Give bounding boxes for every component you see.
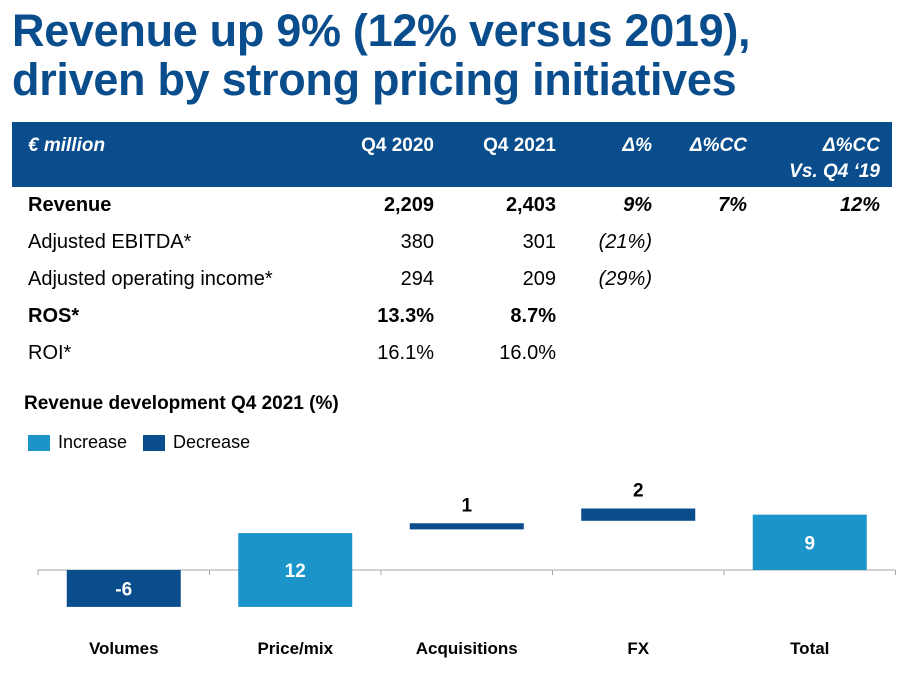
category-label: Acquisitions: [416, 639, 518, 658]
category-label: Price/mix: [257, 639, 333, 658]
cell-delta: (21%): [598, 231, 652, 253]
title-line-1: Revenue up 9% (12% versus 2019),: [12, 5, 751, 56]
cell-q4-2021: 8.7%: [510, 305, 556, 327]
cell-q4-2021: 209: [522, 268, 556, 290]
row-label: Revenue: [28, 194, 112, 216]
table-row: Adjusted EBITDA* 380 301 (21%): [12, 224, 892, 261]
legend-item-increase: Increase: [28, 432, 127, 453]
header-unit: € million: [28, 135, 106, 156]
waterfall-chart: -6 Volumes 12 Price/mix 1 Acquisitions 2 FX 9 Tot…: [37, 481, 896, 658]
header-delta-cc-2019-line2: Vs. Q4 ‘19: [789, 161, 880, 182]
bar-price-mix: [238, 533, 353, 607]
cell-q4-2021: 2,403: [505, 194, 556, 216]
legend-item-decrease: Decrease: [143, 432, 250, 453]
cell-q4-2021: 301: [522, 231, 556, 253]
cell-q4-2020: 294: [400, 268, 434, 290]
header-q4-2020: Q4 2020: [361, 135, 434, 156]
page-title: Revenue up 9% (12% versus 2019), driven …: [12, 5, 751, 105]
header-delta-cc-2019: Δ%CC Vs. Q4 ‘19: [789, 133, 880, 185]
table-row: ROI* 16.1% 16.0%: [12, 335, 892, 372]
cell-q4-2020: 13.3%: [377, 305, 434, 327]
cell-q4-2020: 16.1%: [377, 342, 434, 364]
bar-value-label: -6: [115, 579, 132, 600]
row-label: ROS*: [28, 305, 80, 327]
bar-total: [752, 514, 867, 570]
category-label: Total: [790, 639, 829, 658]
category-label: FX: [627, 639, 649, 658]
chart-legend: Increase Decrease: [28, 432, 266, 453]
bar-value-label: 1: [461, 495, 472, 516]
legend-swatch-increase: [28, 434, 50, 451]
cell-delta-cc-2019: 12%: [839, 194, 880, 216]
table-header: € million Q4 2020 Q4 2021 Δ% Δ%CC Δ%CC V…: [12, 122, 892, 187]
row-label: Adjusted EBITDA*: [28, 231, 192, 253]
legend-label-increase: Increase: [58, 432, 128, 452]
cell-delta: (29%): [598, 268, 652, 290]
cell-delta-cc: 7%: [718, 194, 747, 216]
chart-title: Revenue development Q4 2021 (%): [24, 393, 339, 414]
bar-value-label: 2: [633, 481, 644, 502]
header-delta-cc: Δ%CC: [689, 135, 747, 156]
title-line-2: driven by strong pricing initiatives: [12, 54, 737, 105]
table-row: Adjusted operating income* 294 209 (29%): [12, 261, 892, 298]
bar-fx: [581, 508, 696, 521]
row-label: ROI*: [28, 342, 72, 364]
header-delta: Δ%: [622, 135, 652, 156]
bar-value-label: 12: [285, 561, 306, 582]
header-q4-2021: Q4 2021: [483, 135, 556, 156]
table-row: Revenue 2,209 2,403 9% 7% 12%: [12, 187, 892, 224]
cell-delta: 9%: [623, 194, 652, 216]
bar-acquisitions: [409, 523, 524, 530]
category-label: Volumes: [89, 639, 159, 658]
bar-value-label: 9: [804, 533, 815, 554]
cell-q4-2020: 380: [400, 231, 434, 253]
cell-q4-2021: 16.0%: [499, 342, 556, 364]
financial-table: € million Q4 2020 Q4 2021 Δ% Δ%CC Δ%CC V…: [12, 122, 892, 372]
legend-label-decrease: Decrease: [173, 432, 251, 452]
table-row: ROS* 13.3% 8.7%: [12, 298, 892, 335]
table-body: Revenue 2,209 2,403 9% 7% 12% Adjusted EBITDA*…: [12, 187, 892, 372]
cell-q4-2020: 2,209: [383, 194, 434, 216]
row-label: Adjusted operating income*: [28, 268, 273, 290]
header-delta-cc-2019-line1: Δ%CC: [822, 135, 880, 156]
legend-swatch-decrease: [143, 434, 166, 451]
bar-volumes: [66, 570, 181, 607]
